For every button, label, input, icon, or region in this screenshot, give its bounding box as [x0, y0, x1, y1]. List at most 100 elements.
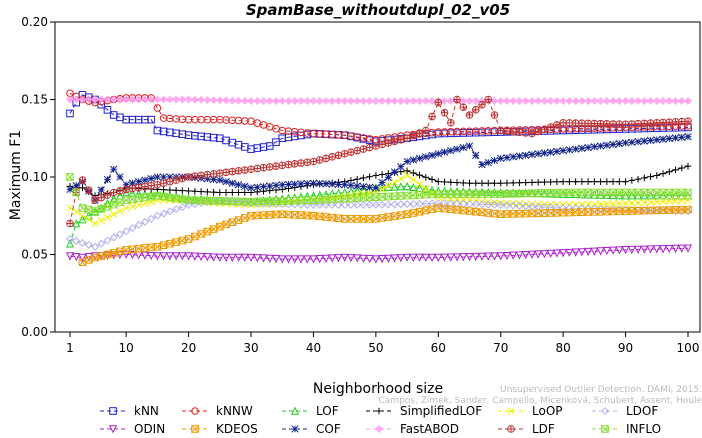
data-point-odin: [278, 255, 287, 264]
data-point-ldf: [603, 120, 611, 128]
data-point-kdeos: [134, 244, 143, 253]
data-point-cof: [403, 157, 411, 166]
data-point-simplifiedlof: [584, 178, 592, 185]
data-point-ldf: [91, 196, 99, 205]
data-point-loop: [128, 202, 137, 211]
data-point-kdeos: [228, 218, 237, 227]
data-point-fastabod: [540, 97, 549, 106]
legend-label-cof: COF: [316, 422, 341, 434]
legend-marker-loop: [507, 407, 515, 415]
legend-marker-inflo: [601, 425, 609, 433]
data-point-simplifiedlof: [466, 179, 473, 187]
y-tick-label: 0.00: [21, 325, 48, 339]
data-point-odin: [534, 250, 543, 259]
data-point-ldf: [134, 183, 143, 192]
legend-label-lof: LOF: [316, 404, 339, 418]
data-point-ldof: [72, 236, 81, 245]
data-point-fastabod: [627, 97, 636, 106]
data-point-fastabod: [122, 95, 131, 104]
data-point-odin: [240, 253, 249, 263]
data-point-fastabod: [552, 97, 561, 106]
data-point-ldf: [652, 118, 661, 127]
data-point-simplifiedlof: [422, 174, 430, 181]
data-point-lof: [309, 191, 318, 200]
data-point-fastabod: [602, 97, 611, 106]
data-point-kdeos: [328, 213, 336, 222]
data-point-fastabod: [222, 96, 231, 105]
data-point-lof: [334, 188, 343, 197]
data-point-knn: [228, 138, 237, 147]
data-point-cof: [359, 182, 368, 191]
data-point-lof: [97, 203, 106, 212]
data-point-cof: [328, 180, 336, 188]
data-point-lof: [402, 181, 412, 191]
data-point-ldof: [153, 211, 162, 220]
data-point-fastabod: [190, 95, 199, 104]
data-point-fastabod: [346, 97, 355, 106]
data-point-fastabod: [403, 97, 412, 106]
data-point-odin: [184, 252, 193, 261]
data-point-fastabod: [140, 95, 149, 104]
data-point-loop: [78, 212, 87, 220]
data-point-ldf: [478, 100, 486, 109]
data-point-ldof: [502, 201, 511, 210]
data-point-fastabod: [97, 95, 106, 104]
data-point-simplifiedlof: [185, 187, 192, 195]
data-point-ldof: [540, 203, 549, 212]
data-point-kdeos: [634, 206, 642, 215]
legend-marker-ldof: [600, 406, 610, 416]
data-point-fastabod: [290, 97, 299, 106]
data-point-simplifiedlof: [634, 175, 642, 183]
data-point-simplifiedlof: [509, 179, 517, 187]
data-point-odin: [65, 252, 75, 261]
data-point-simplifiedlof: [516, 179, 523, 187]
legend: kNN kNNW LOF SimplifiedLOF LoOP LDOF ODIN KDEOS…: [100, 404, 661, 436]
data-point-simplifiedlof: [497, 179, 505, 187]
legend-label-knnw: kNNW: [216, 404, 253, 418]
data-point-kdeos: [178, 236, 187, 245]
data-point-ldof: [446, 199, 455, 208]
data-point-knnw: [259, 121, 268, 129]
data-point-ldf: [578, 119, 586, 128]
data-point-ldf: [609, 120, 617, 128]
data-point-cof: [671, 134, 680, 142]
data-point-ldof: [247, 199, 256, 208]
data-point-ldf: [465, 111, 474, 119]
data-point-simplifiedlof: [441, 178, 448, 186]
data-point-odin: [496, 252, 505, 261]
series-fastabod: [65, 95, 693, 106]
data-point-kdeos: [159, 241, 168, 249]
data-point-ldf: [628, 120, 636, 128]
data-point-fastabod: [534, 97, 543, 106]
data-point-simplifiedlof: [204, 188, 211, 196]
data-point-ldf: [621, 120, 630, 129]
data-point-odin: [515, 251, 524, 260]
plot-area: 0.00 0.05 0.10 0.15 0.20 1 10 20 30 40 50 60 70 80 90 1…: [21, 15, 701, 355]
data-point-fastabod: [371, 97, 380, 106]
data-point-lof: [65, 239, 75, 248]
data-point-kdeos: [184, 235, 193, 243]
data-point-ldof: [477, 200, 487, 209]
data-point-odin: [434, 253, 443, 263]
data-point-simplifiedlof: [160, 186, 167, 194]
data-point-cof: [621, 139, 630, 147]
data-point-cof: [590, 143, 599, 151]
data-point-ldof: [147, 214, 156, 223]
legend-item-simplifiedlof: SimplifiedLOF: [366, 404, 482, 418]
data-point-ldf: [265, 163, 274, 171]
data-point-cof: [409, 156, 417, 164]
data-point-ldof: [334, 200, 343, 209]
data-point-odin: [353, 254, 362, 263]
data-point-cof: [97, 186, 105, 194]
data-point-fastabod: [209, 96, 218, 105]
data-point-ldf: [259, 163, 268, 172]
data-point-inflo: [122, 196, 130, 205]
data-point-cof: [684, 133, 692, 141]
data-point-cof: [390, 168, 399, 176]
data-point-odin: [671, 244, 680, 254]
data-point-loop: [390, 178, 399, 186]
data-point-odin: [409, 253, 418, 263]
data-point-ldof: [103, 236, 112, 245]
legend-marker-lof: [290, 406, 300, 415]
